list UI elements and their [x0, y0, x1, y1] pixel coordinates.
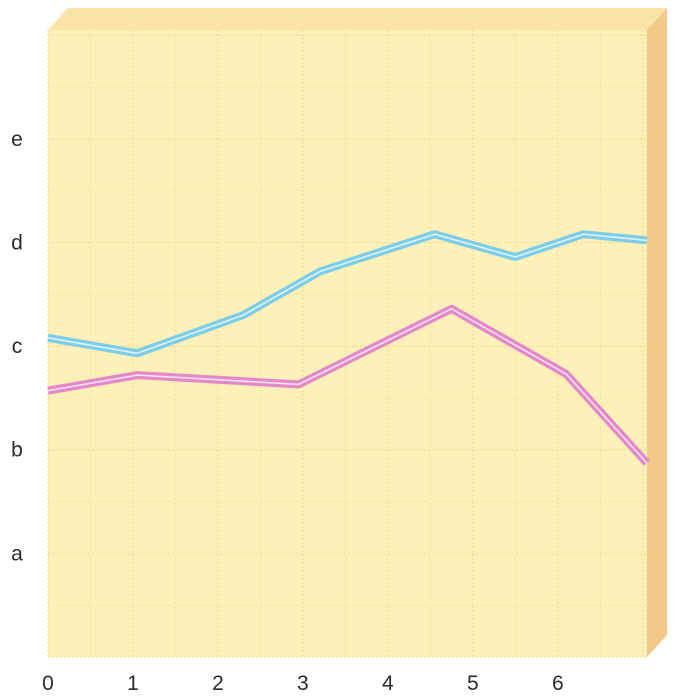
- y-tick-label: d: [11, 231, 23, 254]
- series-line-highlight-2: [47, 307, 648, 464]
- y-tick-label: a: [11, 542, 23, 565]
- y-axis-ticks: a b c d e: [11, 128, 23, 566]
- x-tick-label: 0: [42, 672, 54, 695]
- y-tick-label: c: [12, 335, 23, 358]
- x-tick-label: 4: [382, 672, 394, 695]
- x-axis-ticks: 0 1 2 3 4 5 6: [42, 672, 563, 695]
- chart-top-face: [48, 8, 667, 30]
- x-tick-label: 1: [127, 672, 139, 695]
- x-tick-label: 3: [297, 672, 309, 695]
- x-tick-label: 2: [212, 672, 224, 695]
- series-layer: [47, 230, 650, 466]
- y-tick-label: e: [11, 128, 23, 151]
- chart-side-face: [647, 8, 667, 657]
- y-tick-label: b: [11, 439, 23, 462]
- plot-area: [48, 30, 647, 657]
- x-tick-label: 5: [467, 672, 479, 695]
- series-line-highlight-1: [47, 233, 648, 355]
- x-tick-label: 6: [552, 672, 564, 695]
